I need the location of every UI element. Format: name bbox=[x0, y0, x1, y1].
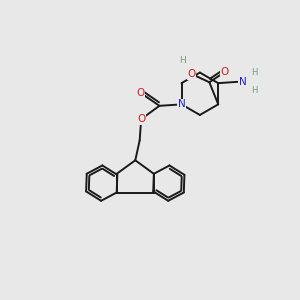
Text: O: O bbox=[220, 67, 229, 77]
Text: O: O bbox=[136, 88, 144, 98]
Text: H: H bbox=[251, 86, 258, 95]
Text: H: H bbox=[251, 68, 258, 77]
Text: N: N bbox=[239, 77, 247, 87]
Text: O: O bbox=[137, 114, 145, 124]
Text: N: N bbox=[178, 99, 185, 110]
Text: O: O bbox=[188, 69, 196, 79]
Text: H: H bbox=[179, 56, 186, 65]
